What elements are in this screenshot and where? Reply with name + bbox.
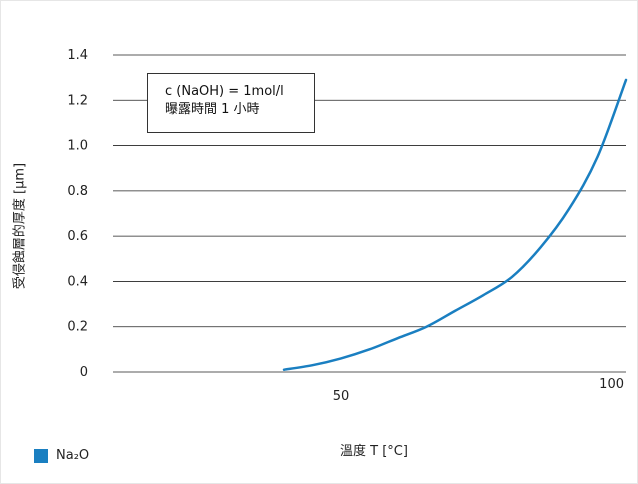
y-tick-label: 1.4	[67, 48, 88, 63]
x-tick-label: 50	[333, 389, 350, 404]
annotation-line-1: c (NaOH) = 1mol/l	[165, 84, 284, 99]
legend-label: Na₂O	[56, 448, 90, 463]
y-tick-label: 0.4	[67, 274, 88, 289]
annotation-line-2: 曝露時間 1 小時	[165, 102, 260, 117]
series-line	[282, 78, 628, 371]
y-tick-label: 0.6	[67, 229, 88, 244]
y-tick-label: 0.2	[67, 320, 88, 335]
y-tick-label: 1.0	[67, 139, 88, 154]
x-axis-label: 溫度 T [°C]	[340, 444, 408, 459]
annotation-box: c (NaOH) = 1mol/l 曝露時間 1 小時	[147, 73, 315, 133]
legend-swatch	[34, 448, 48, 463]
legend: Na₂O	[34, 448, 89, 463]
y-tick-label: 1.2	[67, 93, 88, 108]
y-tick-label: 0	[80, 365, 88, 380]
y-tick-label: 0.8	[67, 184, 88, 199]
y-axis-label-area: 受侵蝕層的厚度 [µm]	[0, 0, 50, 484]
x-tick-label: 100	[599, 377, 624, 392]
y-axis-label: 受侵蝕層的厚度 [µm]	[12, 162, 28, 290]
